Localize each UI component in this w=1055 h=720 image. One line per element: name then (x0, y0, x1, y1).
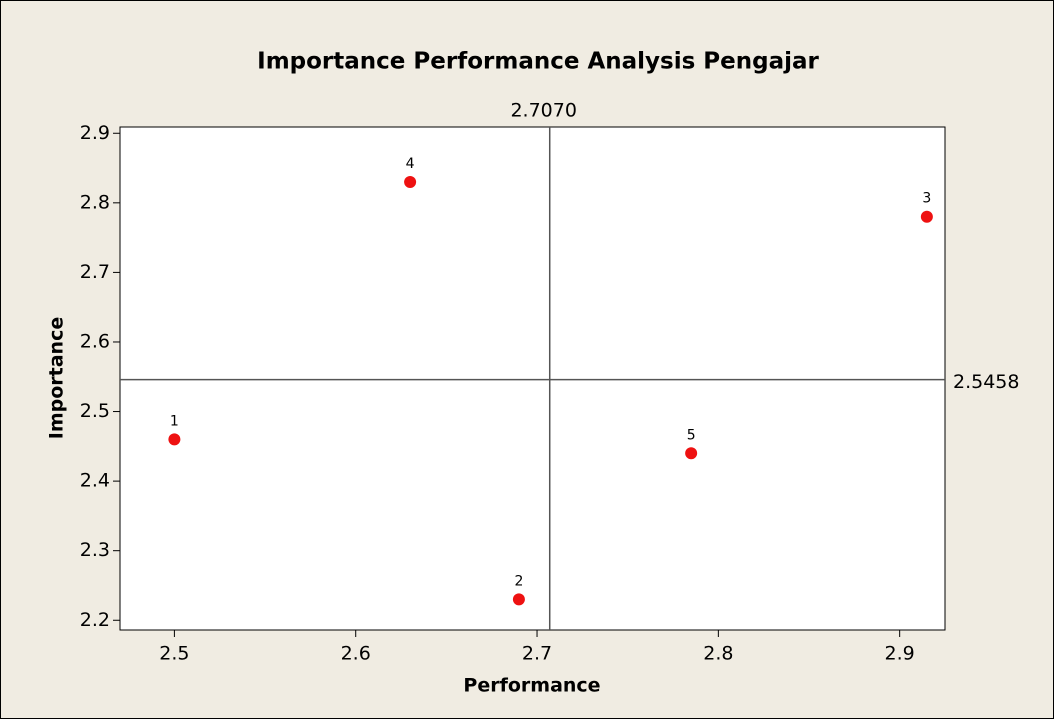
y-tick-label: 2.4 (80, 470, 110, 492)
point-label: 5 (687, 427, 696, 443)
chart-title: Importance Performance Analysis Pengajar (257, 49, 819, 75)
y-tick-label: 2.8 (80, 191, 110, 213)
reference-label: 2.5458 (953, 371, 1019, 393)
y-tick-label: 2.5 (80, 400, 110, 422)
point (168, 433, 181, 446)
point (685, 447, 698, 460)
point (512, 593, 525, 606)
y-tick-label: 2.7 (80, 261, 110, 283)
y-tick-label: 2.9 (80, 122, 110, 144)
x-tick-label: 2.6 (341, 643, 371, 665)
y-tick-label: 2.6 (80, 330, 110, 352)
point-label: 2 (514, 573, 523, 589)
point-label: 4 (406, 156, 415, 172)
point (920, 210, 933, 223)
plot-area (119, 126, 946, 631)
x-tick-label: 2.7 (522, 643, 552, 665)
point (404, 175, 417, 188)
point-label: 1 (170, 413, 179, 429)
y-axis-label: Importance (46, 317, 68, 439)
x-tick-label: 2.9 (885, 643, 915, 665)
y-tick-label: 2.2 (80, 609, 110, 631)
x-tick-label: 2.8 (703, 643, 733, 665)
y-tick-label: 2.3 (80, 539, 110, 561)
x-axis-label: Performance (463, 675, 600, 697)
x-tick-label: 2.5 (159, 643, 189, 665)
reference-label: 2.7070 (510, 100, 576, 122)
point-label: 3 (922, 191, 931, 207)
